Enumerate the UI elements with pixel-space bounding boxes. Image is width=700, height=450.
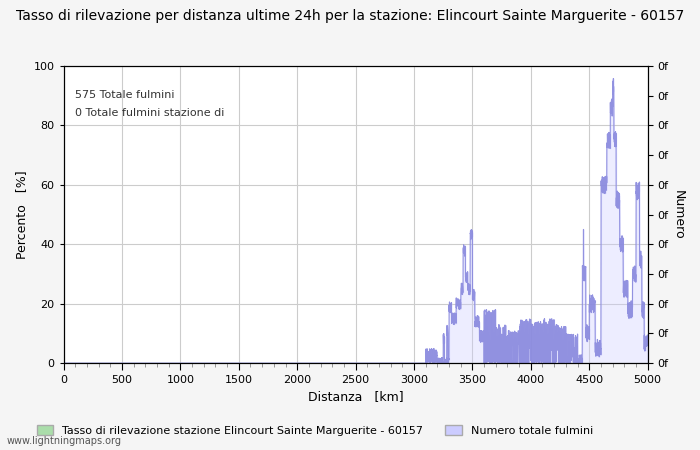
Text: www.lightningmaps.org: www.lightningmaps.org bbox=[7, 436, 122, 446]
X-axis label: Distanza   [km]: Distanza [km] bbox=[308, 391, 403, 404]
Legend: Tasso di rilevazione stazione Elincourt Sainte Marguerite - 60157, Numero totale: Tasso di rilevazione stazione Elincourt … bbox=[32, 420, 598, 440]
Text: Tasso di rilevazione per distanza ultime 24h per la stazione: Elincourt Sainte M: Tasso di rilevazione per distanza ultime… bbox=[16, 9, 684, 23]
Y-axis label: Numero: Numero bbox=[672, 190, 685, 239]
Y-axis label: Percento   [%]: Percento [%] bbox=[15, 170, 28, 259]
Text: 0 Totale fulmini stazione di: 0 Totale fulmini stazione di bbox=[76, 108, 225, 117]
Text: 575 Totale fulmini: 575 Totale fulmini bbox=[76, 90, 175, 100]
